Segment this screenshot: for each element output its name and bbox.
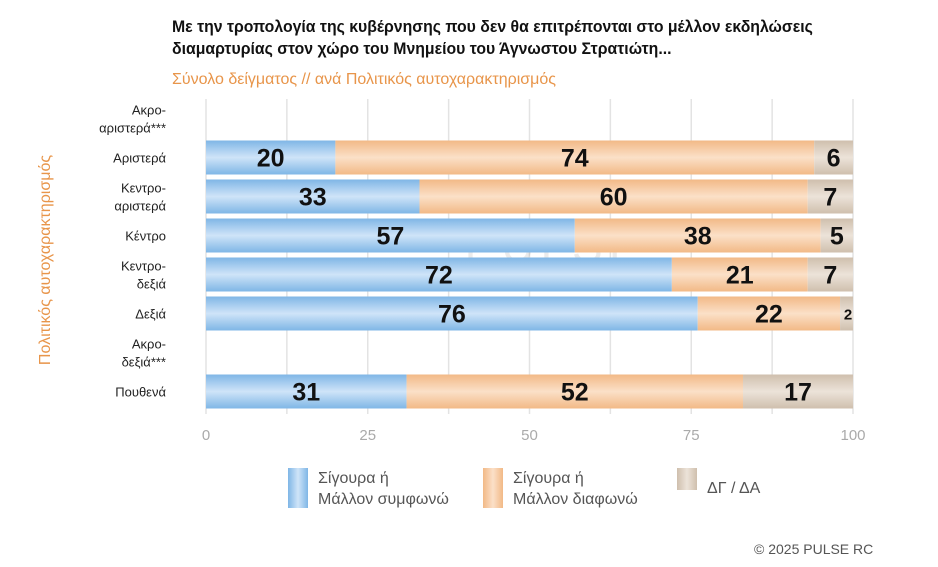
category-label: Ακρο-δεξιά*** (122, 337, 166, 370)
data-label: 72 (425, 262, 453, 290)
legend-label: Σίγουρα ή Μάλλον συμφωνώ (318, 470, 449, 508)
chart-title: Με την τροπολογία της κυβέρνησης που δεν… (172, 17, 813, 58)
bar-segment (743, 374, 853, 409)
y-axis-label: Πολιτικός αυτοχαρακτηρισμός (37, 154, 54, 366)
data-label: 33 (299, 184, 327, 212)
legend-swatch (288, 468, 308, 508)
category-label: Ακρο-αριστερά*** (99, 103, 166, 136)
bar-segment (406, 374, 744, 409)
chart-subtitle: Σύνολο δείγματος // ανά Πολιτικός αυτοχα… (172, 71, 556, 88)
data-label: 57 (376, 223, 404, 251)
data-label: 38 (684, 223, 712, 251)
data-label: 17 (784, 379, 812, 407)
category-label: Δεξιά (135, 307, 166, 322)
data-label: 2 (844, 307, 852, 324)
data-label: 7 (823, 262, 837, 290)
bar-segment (671, 257, 808, 292)
legend-label: ΔΓ / ΔΑ (707, 480, 761, 497)
x-tick-label: 50 (521, 427, 538, 444)
data-label: 74 (561, 145, 589, 173)
bar-segment (335, 140, 815, 175)
legend-swatch (483, 468, 503, 508)
copyright: © 2025 PULSE RC (754, 541, 874, 557)
legend-item: Σίγουρα ή Μάλλον συμφωνώ (288, 468, 449, 510)
x-tick-label: 100 (840, 427, 865, 444)
legend-item: ΔΓ / ΔΑ (677, 468, 760, 499)
legend-label: Σίγουρα ή Μάλλον διαφωνώ (513, 470, 638, 508)
bar-segment (206, 218, 575, 253)
x-tick-label: 0 (202, 427, 210, 444)
data-label: 76 (438, 301, 466, 329)
x-tick-label: 25 (359, 427, 376, 444)
legend-item: Σίγουρα ή Μάλλον διαφωνώ (483, 468, 638, 510)
bar-segment (419, 179, 808, 214)
category-label: Κεντρο-αριστερά (114, 181, 166, 214)
category-label: Πουθενά (115, 385, 166, 400)
data-label: 7 (823, 184, 837, 212)
bar-segment (206, 296, 698, 331)
data-label: 6 (827, 145, 841, 173)
bar-segment (206, 374, 407, 409)
bar-segment (807, 257, 853, 292)
bar-segment (206, 257, 672, 292)
data-label: 60 (600, 184, 628, 212)
x-tick-label: 75 (683, 427, 700, 444)
bar-segment (574, 218, 821, 253)
bar-segment (840, 296, 853, 331)
category-label: Κεντρο-δεξιά (121, 259, 167, 292)
category-label: Αριστερά (113, 151, 166, 166)
data-label: 22 (755, 301, 783, 329)
data-label: 21 (726, 262, 754, 290)
data-label: 31 (292, 379, 320, 407)
legend-swatch (677, 468, 697, 490)
bar-segment (697, 296, 841, 331)
data-label: 5 (830, 223, 844, 251)
bar-segment (206, 140, 336, 175)
data-label: 52 (561, 379, 589, 407)
bar-segment (206, 179, 420, 214)
category-label: Κέντρο (125, 229, 166, 244)
bar-segment (814, 140, 853, 175)
data-label: 20 (257, 145, 285, 173)
bar-segment (820, 218, 853, 253)
bar-segment (807, 179, 853, 214)
